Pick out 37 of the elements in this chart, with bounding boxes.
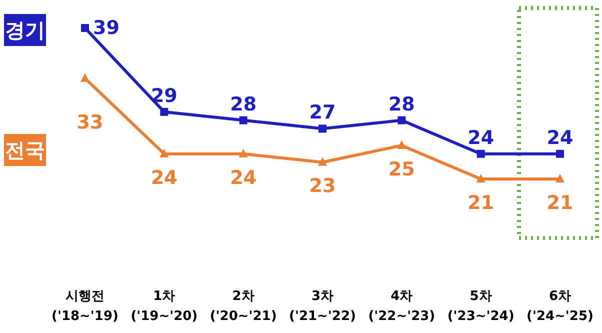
point xyxy=(80,73,90,82)
point xyxy=(238,148,248,158)
point xyxy=(556,150,564,158)
data-label: 24 xyxy=(468,126,494,149)
x-tick-label: 4차 ('22~'23) xyxy=(368,289,436,324)
point xyxy=(160,148,169,158)
data-label: 25 xyxy=(388,158,415,180)
x-tick-label: 5차 ('23~'24) xyxy=(447,289,514,324)
data-label: 27 xyxy=(309,102,336,124)
data-label: 23 xyxy=(309,175,336,198)
point xyxy=(318,157,327,166)
point xyxy=(239,116,248,124)
point xyxy=(81,24,89,32)
point xyxy=(398,116,406,124)
point xyxy=(160,108,168,116)
x-tick-label: 3차 ('21~'22) xyxy=(289,289,356,324)
data-label: 21 xyxy=(468,192,494,214)
data-label: 39 xyxy=(93,17,120,39)
point xyxy=(476,150,485,158)
text: 전국 xyxy=(5,138,45,162)
x-tick-label: 6차 ('24~'25) xyxy=(526,289,594,324)
data-label: 24 xyxy=(546,126,574,149)
x-tick-label: 시행전 ('18~'19) xyxy=(52,289,118,324)
series-label: 경기 xyxy=(5,18,45,42)
data-label: 24 xyxy=(150,166,178,189)
point xyxy=(318,124,326,133)
data-label: 24 xyxy=(230,166,257,189)
data-label: 28 xyxy=(388,93,415,116)
point xyxy=(397,140,406,149)
data-label: 29 xyxy=(150,84,178,107)
data-label: 28 xyxy=(230,93,257,116)
x-tick-label: 1차 ('19~'20) xyxy=(130,289,198,324)
data-label: 33 xyxy=(76,111,104,134)
point xyxy=(556,174,564,182)
x-tick-label: 2차 ('20~'21) xyxy=(210,289,277,324)
point xyxy=(476,174,486,182)
data-label: 21 xyxy=(546,192,574,214)
